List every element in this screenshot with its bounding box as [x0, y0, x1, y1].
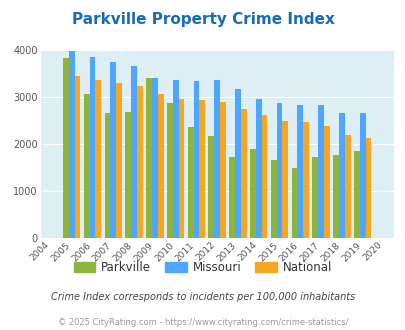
Bar — [270, 159, 276, 238]
Bar — [344, 135, 350, 238]
Bar — [136, 86, 143, 238]
Bar — [318, 105, 323, 238]
Bar — [333, 155, 338, 238]
Bar — [187, 127, 193, 238]
Bar — [297, 106, 303, 238]
Bar — [158, 94, 163, 238]
Bar — [83, 94, 90, 238]
Bar — [69, 51, 75, 238]
Bar — [166, 103, 172, 238]
Bar — [261, 115, 267, 238]
Bar — [220, 102, 225, 238]
Bar — [75, 76, 80, 238]
Text: Parkville Property Crime Index: Parkville Property Crime Index — [71, 12, 334, 26]
Bar — [131, 66, 136, 238]
Bar — [146, 78, 151, 238]
Bar — [151, 78, 158, 238]
Bar — [234, 89, 240, 238]
Bar — [276, 103, 282, 238]
Bar — [193, 81, 199, 238]
Legend: Parkville, Missouri, National: Parkville, Missouri, National — [69, 257, 336, 279]
Bar — [282, 120, 288, 238]
Text: © 2025 CityRating.com - https://www.cityrating.com/crime-statistics/: © 2025 CityRating.com - https://www.city… — [58, 318, 347, 327]
Bar — [178, 99, 184, 238]
Bar — [249, 149, 255, 238]
Bar — [364, 138, 371, 238]
Bar — [359, 114, 364, 238]
Bar — [214, 80, 220, 238]
Text: Crime Index corresponds to incidents per 100,000 inhabitants: Crime Index corresponds to incidents per… — [51, 292, 354, 302]
Bar — [323, 126, 329, 238]
Bar — [63, 58, 69, 238]
Bar — [95, 80, 101, 238]
Bar — [255, 99, 261, 238]
Bar — [291, 168, 297, 238]
Bar — [208, 136, 214, 238]
Bar — [240, 109, 246, 238]
Bar — [303, 122, 308, 238]
Bar — [311, 157, 318, 238]
Bar — [104, 113, 110, 238]
Bar — [116, 83, 122, 238]
Bar — [110, 62, 116, 238]
Bar — [125, 112, 131, 238]
Bar — [90, 57, 95, 238]
Bar — [172, 80, 178, 238]
Bar — [338, 114, 344, 238]
Bar — [353, 150, 359, 238]
Bar — [229, 157, 234, 238]
Bar — [199, 100, 205, 238]
